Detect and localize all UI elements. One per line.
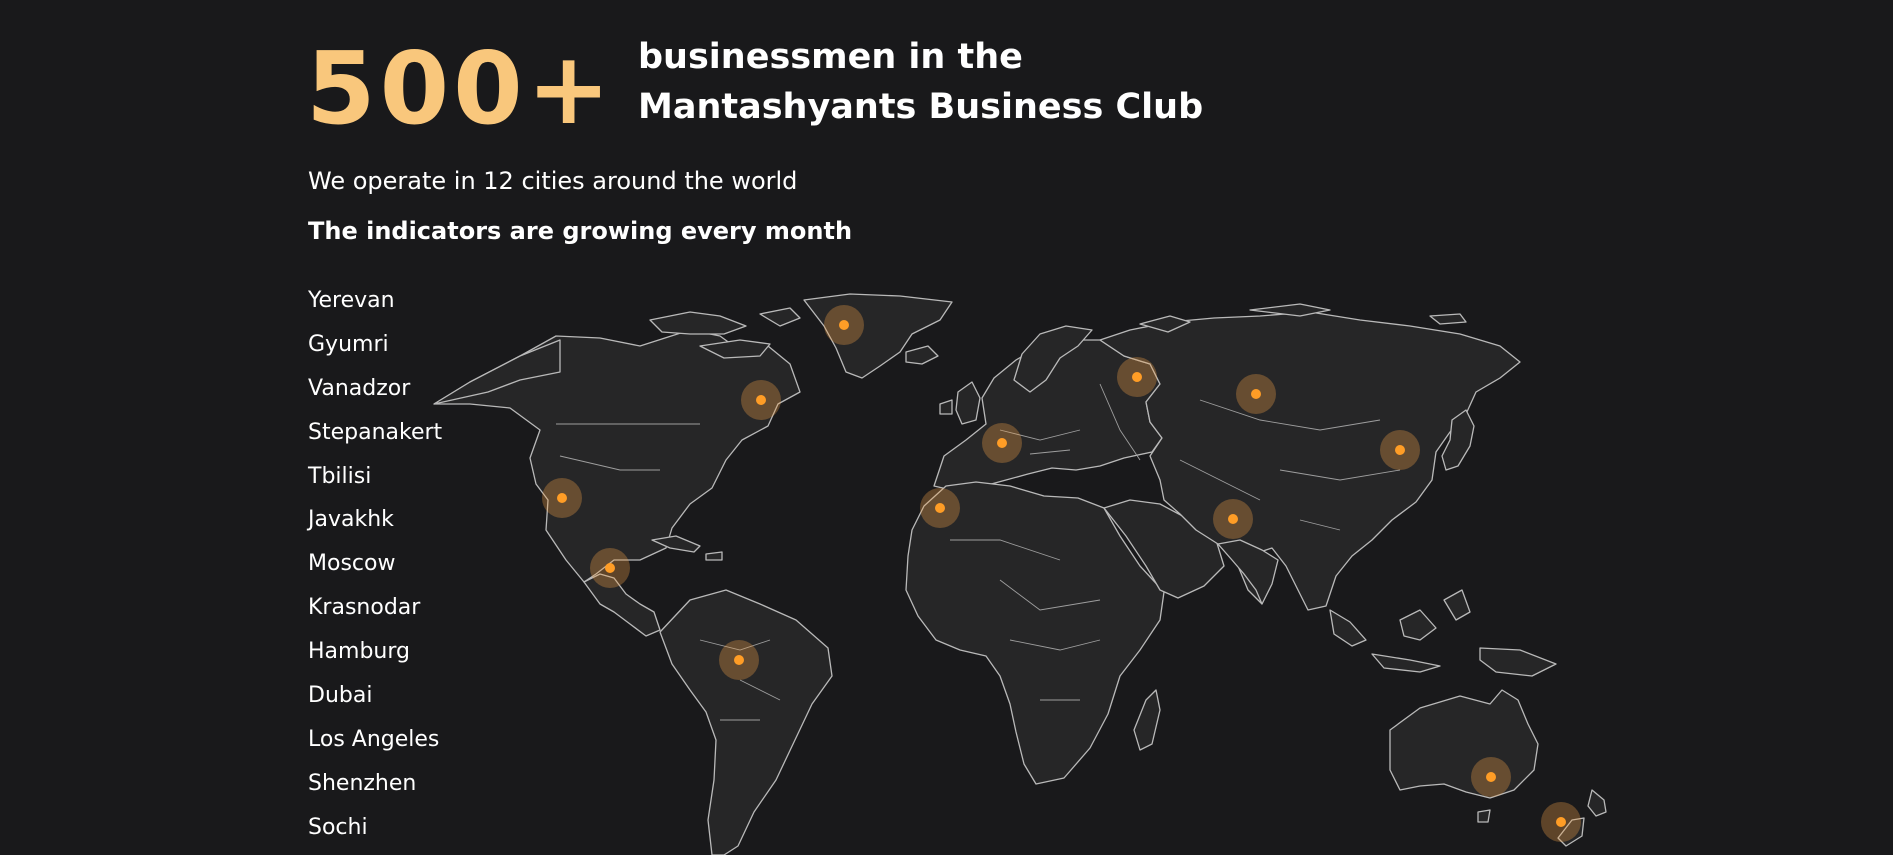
- city-marker: [741, 380, 781, 420]
- india-subcontinent: [1217, 539, 1279, 605]
- north-america-landmass: [433, 329, 801, 583]
- city-list-item: Yerevan: [308, 288, 395, 313]
- arctic-islands: [649, 307, 801, 359]
- asia-landmass: [1099, 311, 1521, 611]
- city-list-item: Dubai: [308, 683, 373, 709]
- city-marker: [542, 478, 582, 518]
- city-marker: [1380, 430, 1420, 470]
- city-list-item: Hamburg: [308, 639, 410, 665]
- members-caption-line-1: businessmen in the: [638, 37, 1023, 77]
- city-marker: [1213, 499, 1253, 539]
- scandinavia-landmass: [1013, 325, 1093, 393]
- city-marker: [1117, 357, 1157, 397]
- city-list-item: Krasnodar: [308, 595, 421, 621]
- city-list-item: Moscow: [308, 551, 396, 577]
- city-marker: [590, 548, 630, 588]
- new-zealand-islands: [1557, 789, 1607, 847]
- japan-islands: [1441, 409, 1475, 471]
- central-america-landmass: [583, 573, 661, 637]
- city-marker: [982, 423, 1022, 463]
- city-marker: [920, 488, 960, 528]
- country-borders: [556, 383, 1401, 721]
- members-caption: businessmen in the Mantashyants Business…: [638, 32, 1203, 132]
- iceland: [905, 345, 939, 365]
- city-marker: [1471, 757, 1511, 797]
- city-marker: [719, 640, 759, 680]
- alaska-landmass: [433, 339, 561, 405]
- city-list-item: Gyumri: [308, 331, 389, 357]
- city-list-item: Shenzhen: [308, 770, 417, 796]
- city-marker: [1236, 374, 1276, 414]
- city-list-item: Stepanakert: [308, 419, 443, 445]
- members-caption-line-2: Mantashyants Business Club: [638, 87, 1204, 127]
- caribbean-islands: [651, 535, 723, 561]
- arctic-russia-islands: [1139, 303, 1467, 333]
- city-list-item: Vanadzor: [308, 375, 411, 401]
- city-marker: [824, 305, 864, 345]
- tasmania: [1477, 809, 1491, 823]
- africa-landmass: [905, 481, 1165, 785]
- city-list-item: Sochi: [308, 814, 368, 840]
- city-list-item: Javakhk: [308, 507, 394, 533]
- world-map: [433, 293, 1607, 855]
- city-list-item: Tbilisi: [308, 463, 372, 489]
- city-list: Yerevan Gyumri Vanadzor Stepanakert Tbil…: [308, 283, 442, 854]
- members-count: 500+: [306, 30, 615, 147]
- city-list-item: Los Angeles: [308, 726, 440, 752]
- city-marker: [1541, 802, 1581, 842]
- madagascar: [1133, 689, 1161, 751]
- greenland-landmass: [803, 293, 953, 379]
- british-isles: [939, 381, 981, 425]
- australia-landmass: [1389, 689, 1539, 799]
- growth-statement: The indicators are growing every month: [308, 217, 853, 245]
- intro-text: We operate in 12 cities around the world: [308, 167, 798, 195]
- south-america-landmass: [659, 589, 833, 855]
- southeast-asia-islands: [1329, 589, 1557, 677]
